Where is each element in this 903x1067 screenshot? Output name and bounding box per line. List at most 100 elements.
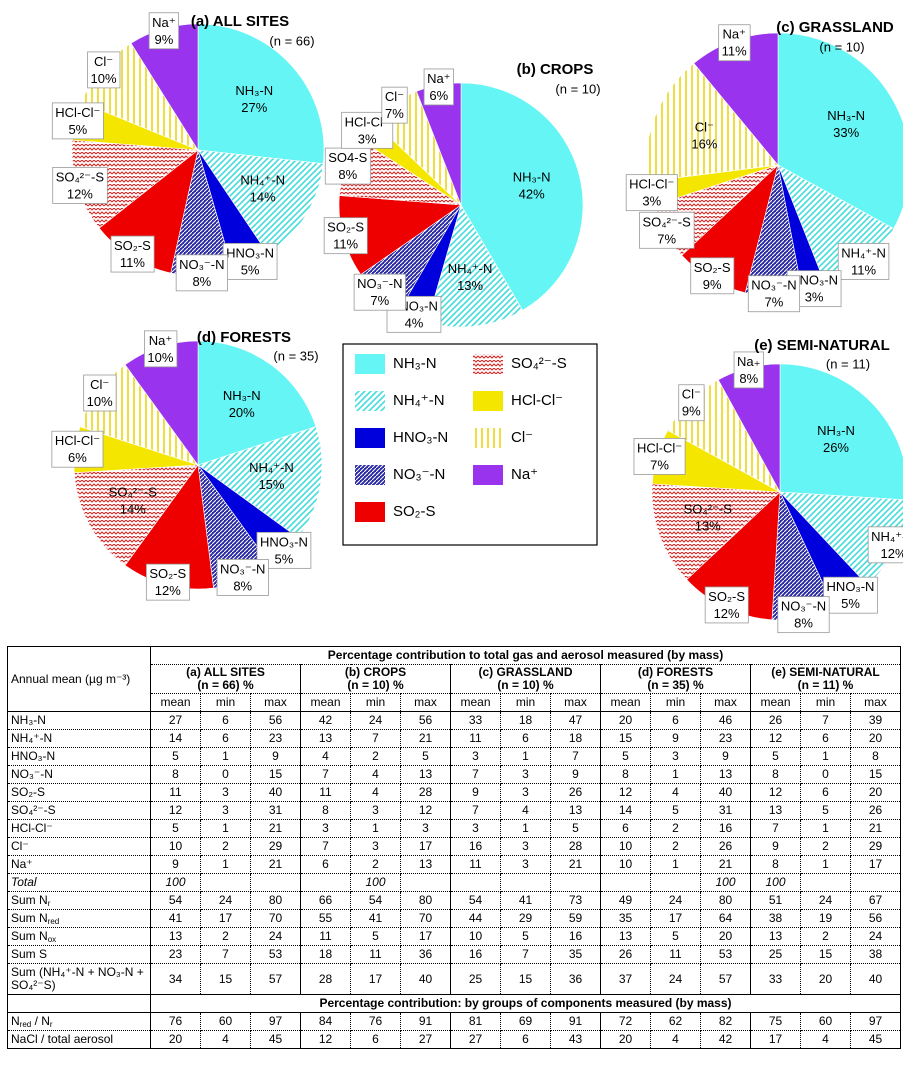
cell: 26 (600, 945, 651, 964)
cell: 24 (200, 891, 251, 910)
slice-label: NO₃⁻-N 8% (175, 254, 228, 292)
cell: 17 (350, 963, 401, 995)
cell: 36 (550, 963, 601, 995)
slice-category: HCl-Cl⁻ (629, 177, 674, 192)
cell: 45 (850, 1030, 901, 1049)
cell: 56 (850, 909, 901, 928)
cell: 10 (600, 837, 651, 856)
data-row: Total 100 100 100 100 (7, 873, 901, 892)
cell: 38 (750, 909, 801, 928)
cell: 1 (650, 765, 701, 784)
cell: 20 (600, 1030, 651, 1049)
cell: 5 (750, 747, 801, 766)
label-box (704, 586, 749, 624)
cell: 70 (400, 909, 451, 928)
slice-value: 7% (370, 293, 389, 308)
pie-slice (73, 464, 199, 566)
cell: 42 (700, 1030, 751, 1049)
slice-label: HNO₃-N 5% (256, 531, 312, 569)
legend-swatch (473, 354, 503, 374)
slice-value: 15% (258, 477, 284, 492)
cell: 17 (400, 927, 451, 946)
cell: 59 (550, 909, 601, 928)
label-box (51, 430, 104, 468)
slice-label: SO₂-S 11% (323, 217, 368, 255)
stat-header: min (650, 693, 701, 712)
legend-swatch (355, 354, 385, 374)
slice-value: 6% (429, 88, 448, 103)
pie-title: (d) FORESTS (197, 329, 291, 346)
slice-label: HCl-Cl⁻ 3% (341, 111, 394, 149)
cell: 23 (150, 945, 201, 964)
group-title: (c) GRASSLAND (478, 665, 573, 679)
row-header: Annual mean (µg m⁻³) (7, 646, 151, 712)
pie-subtitle: (n = 10) (555, 81, 600, 96)
cell: 11 (450, 729, 501, 748)
pie-slice (197, 23, 325, 165)
slice-value: 12% (67, 186, 93, 201)
legend-swatch (355, 428, 385, 448)
slice-value: 12% (714, 606, 740, 621)
group-n: (n = 10) % (497, 678, 554, 692)
cell: 13 (300, 729, 351, 748)
group-n: (n = 11) % (797, 678, 854, 692)
slice-category: Na₊ (737, 354, 760, 369)
label-box (633, 438, 686, 475)
cell: 40 (400, 963, 451, 995)
cell: 13 (550, 801, 601, 820)
data-row: Sum (NH₄⁺-N + NO₃-N + SO₄²⁻S) 34 15 57 28 17 4… (7, 963, 901, 995)
data-row: NH₃-N 27 6 56 42 24 56 33 18 47 20 6 46 26 7 39 (7, 711, 901, 730)
cell: 7 (450, 801, 501, 820)
cell: 70 (250, 909, 301, 928)
cell: 80 (400, 891, 451, 910)
cell: 60 (800, 1012, 851, 1031)
cell: 11 (300, 783, 351, 802)
cell: 1 (200, 855, 251, 874)
slice-value: 6% (68, 450, 87, 465)
cell: 2 (650, 819, 701, 838)
cell: 21 (850, 819, 901, 838)
slice-value: 8% (233, 578, 252, 593)
section-row: Percentage contribution: by groups of co… (7, 994, 901, 1013)
slice-label: NO₃⁻-N 7% (747, 275, 801, 313)
row-label-part: Sum S (11, 947, 48, 961)
label-box (175, 254, 228, 292)
cell: 24 (850, 927, 901, 946)
data-row: SO₂-S 11 3 40 11 4 28 9 3 26 12 4 40 12 6 20 (7, 783, 901, 802)
slice-value: 10% (147, 350, 173, 365)
cell: 1 (500, 747, 551, 766)
cell: 23 (700, 729, 751, 748)
cell: 6 (650, 711, 701, 730)
stat-header: min (800, 693, 851, 712)
cell: 8 (150, 765, 201, 784)
slice-label: NH₃-N 27% (235, 83, 273, 115)
data-row: Sum Nr 54 24 80 66 54 80 54 41 73 49 24 80 51 24 67 (7, 891, 901, 910)
label-box (837, 243, 890, 280)
slice-category: HNO₃-N (790, 273, 838, 288)
pie-slice (777, 32, 903, 229)
slice-category: SO4-S (328, 150, 367, 165)
slice-value: 12% (155, 583, 181, 598)
label-box (324, 147, 371, 185)
cell: 60 (200, 1012, 251, 1031)
legend-label: SO₄²⁻-S (511, 355, 567, 372)
slice-label: HNO₃-N 5% (222, 242, 278, 280)
cell: 21 (400, 729, 451, 748)
legend-swatch (355, 391, 385, 411)
label-box (216, 559, 269, 596)
cell: 45 (250, 1030, 301, 1049)
pie-title: (c) GRASSLAND (776, 19, 894, 36)
cell: 57 (700, 963, 751, 995)
cell: 29 (850, 837, 901, 856)
slice-value: 14% (120, 501, 146, 516)
slice-category: SO₂-S (114, 238, 151, 253)
cell: 1 (800, 855, 851, 874)
label-box (639, 211, 695, 249)
cell: 100 (700, 873, 751, 892)
slice-label: HNO₃-N 5% (823, 576, 878, 614)
cell: 1 (800, 747, 851, 766)
stat-header: mean (450, 693, 501, 712)
cell: 47 (550, 711, 601, 730)
slice-category: NH₃-N (827, 108, 865, 123)
cell: 7 (300, 837, 351, 856)
